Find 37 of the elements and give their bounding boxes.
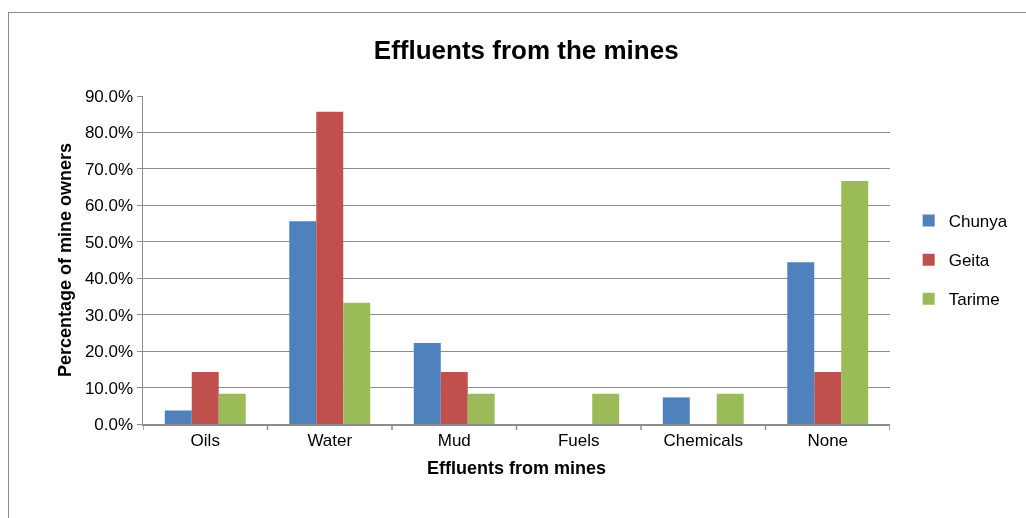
y-tick-label: 20.0% — [84, 342, 134, 362]
y-tick-label: 30.0% — [84, 305, 134, 325]
bar — [716, 393, 744, 424]
x-axis-title: Effluents from mines — [426, 457, 607, 478]
legend-label: Chunya — [948, 212, 1008, 232]
bar — [841, 180, 869, 424]
bar — [467, 393, 495, 424]
bar — [440, 371, 468, 424]
y-tick-label: 80.0% — [84, 123, 134, 143]
x-tick-label: Mud — [437, 430, 471, 450]
x-tick-label: None — [807, 430, 849, 450]
y-tick-label: 0.0% — [94, 414, 134, 434]
bar — [191, 371, 219, 424]
legend-label: Tarime — [948, 290, 1000, 310]
bar — [343, 302, 371, 424]
legend-label: Geita — [948, 251, 990, 271]
y-tick-label: 40.0% — [84, 269, 134, 289]
x-tick-label: Oils — [190, 430, 220, 450]
y-tick-label: 70.0% — [84, 159, 134, 179]
bar — [592, 393, 620, 424]
x-tick-label: Fuels — [557, 430, 600, 450]
y-tick-label: 60.0% — [84, 196, 134, 216]
bar — [814, 371, 842, 424]
x-tick-label: Chemicals — [663, 430, 743, 450]
y-tick-label: 50.0% — [84, 232, 134, 252]
bar — [289, 221, 317, 424]
bar — [413, 343, 441, 424]
y-tick-label: 90.0% — [84, 86, 134, 106]
y-tick-label: 10.0% — [84, 378, 134, 398]
y-axis-title: Percentage of mine owners — [55, 142, 76, 378]
bar — [787, 262, 815, 424]
bar — [662, 397, 690, 424]
bar — [316, 111, 344, 424]
bar — [164, 410, 192, 424]
bar — [218, 393, 246, 424]
x-tick-label: Water — [307, 430, 353, 450]
chart-title: Effluents from the mines — [373, 35, 679, 66]
